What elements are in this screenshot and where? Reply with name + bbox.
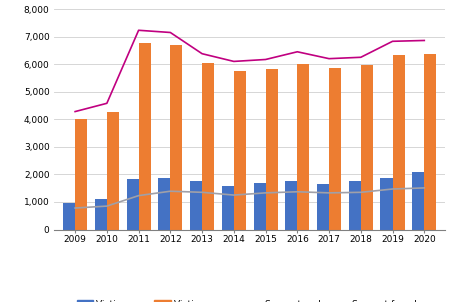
Bar	[253, 183, 266, 230]
Bar	[317, 184, 329, 230]
Bar	[361, 65, 373, 230]
Bar	[222, 186, 234, 230]
Bar	[393, 55, 405, 230]
Bar	[95, 199, 107, 230]
Bar	[234, 71, 246, 230]
Bar	[158, 178, 170, 230]
Bar	[412, 172, 424, 230]
Bar	[127, 179, 138, 230]
Bar	[297, 64, 309, 230]
Bar	[170, 45, 183, 230]
Bar	[138, 43, 151, 230]
Bar	[266, 69, 278, 230]
Bar	[202, 63, 214, 230]
Bar	[107, 112, 119, 230]
Bar	[349, 181, 361, 230]
Bar	[190, 181, 202, 230]
Bar	[63, 203, 75, 230]
Bar	[329, 68, 341, 230]
Bar	[380, 178, 393, 230]
Bar	[285, 181, 297, 230]
Bar	[424, 54, 436, 230]
Bar	[75, 119, 87, 230]
Legend: Victim men, Victim women, Suspect male, Suspect female: Victim men, Victim women, Suspect male, …	[77, 300, 423, 302]
